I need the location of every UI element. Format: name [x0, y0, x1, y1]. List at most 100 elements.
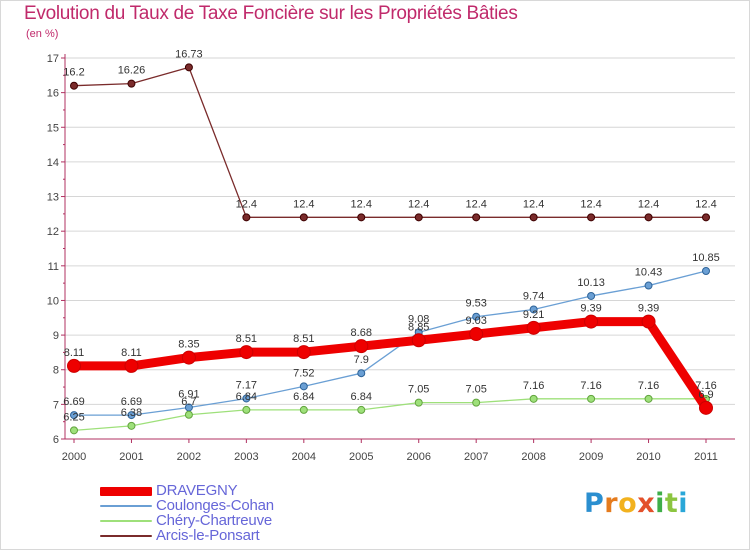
data-label-ch-ry-chartreuve: 6.84 [351, 391, 372, 403]
data-point-dravegny [354, 339, 369, 354]
data-point-dravegny [584, 314, 599, 329]
data-label-dravegny: 8.11 [121, 347, 142, 359]
data-label-ch-ry-chartreuve: 6.7 [181, 396, 196, 408]
data-label-ch-ry-chartreuve: 7.16 [638, 380, 659, 392]
data-point-ch-ry-chartreuve [70, 426, 78, 435]
data-label-arcis-le-ponsart: 12.4 [523, 198, 544, 210]
data-label-arcis-le-ponsart: 12.4 [408, 198, 429, 210]
data-point-dravegny [296, 345, 311, 360]
x-tick-label: 2005 [349, 451, 373, 463]
y-tick-label: 13 [47, 192, 59, 204]
legend-item-coulonges-cohan: Coulonges-Cohan [100, 497, 360, 514]
x-tick-label: 2006 [406, 451, 430, 463]
data-point-coulonges-cohan [357, 369, 366, 378]
data-point-coulonges-cohan [70, 411, 78, 420]
x-tick-label: 2007 [464, 451, 488, 463]
legend-item-dravegny: DRAVEGNY [100, 482, 360, 499]
data-label-coulonges-cohan: 6.69 [121, 396, 142, 408]
y-tick-label: 17 [47, 53, 59, 65]
y-tick-label: 6 [53, 434, 59, 446]
data-point-arcis-le-ponsart [644, 213, 653, 222]
data-point-ch-ry-chartreuve [587, 394, 596, 403]
data-label-coulonges-cohan: 10.85 [692, 252, 720, 264]
legend-label-arcis-le-ponsart: Arcis-le-Ponsart [156, 527, 260, 544]
data-label-ch-ry-chartreuve: 7.05 [465, 384, 486, 396]
x-tick-label: 2001 [119, 451, 143, 463]
data-label-ch-ry-chartreuve: 6.38 [121, 407, 142, 419]
data-point-dravegny [181, 350, 196, 365]
data-point-arcis-le-ponsart [70, 81, 78, 90]
data-label-dravegny: 9.03 [465, 315, 486, 327]
data-point-ch-ry-chartreuve [414, 398, 423, 407]
data-point-arcis-le-ponsart [414, 213, 423, 222]
data-point-dravegny [526, 320, 541, 335]
y-tick-label: 11 [48, 261, 59, 273]
data-label-arcis-le-ponsart: 12.4 [695, 198, 716, 210]
data-label-arcis-le-ponsart: 12.4 [638, 198, 659, 210]
x-tick-label: 2008 [521, 451, 545, 463]
data-point-arcis-le-ponsart [529, 213, 538, 222]
data-label-dravegny: 8.85 [408, 321, 429, 333]
x-tick-label: 2002 [177, 451, 201, 463]
logo-letter: i [678, 488, 689, 519]
data-label-coulonges-cohan: 10.43 [635, 267, 663, 279]
legend-swatch-arcis-le-ponsart [100, 535, 152, 537]
data-point-arcis-le-ponsart [127, 79, 136, 88]
legend-item-arcis-le-ponsart: Arcis-le-Ponsart [100, 527, 360, 544]
data-point-dravegny [699, 400, 713, 415]
data-label-dravegny: 8.51 [236, 333, 257, 345]
data-point-ch-ry-chartreuve [184, 410, 193, 419]
data-point-coulonges-cohan [127, 411, 136, 420]
data-label-coulonges-cohan: 7.9 [354, 354, 369, 366]
y-tick-label: 16 [47, 88, 59, 100]
y-tick-label: 14 [47, 157, 59, 169]
logo-letter: i [655, 488, 665, 519]
legend-label-chery-chartreuve: Chéry-Chartreuve [156, 512, 273, 529]
data-label-ch-ry-chartreuve: 7.16 [580, 380, 601, 392]
y-tick-label: 10 [47, 295, 59, 307]
proxiti-logo: Proxiti [584, 488, 688, 519]
data-point-arcis-le-ponsart [472, 213, 481, 222]
plot-area [65, 58, 735, 439]
data-label-arcis-le-ponsart: 16.2 [63, 67, 84, 79]
x-tick-label: 2011 [694, 451, 718, 463]
legend-item-chery-chartreuve: Chéry-Chartreuve [100, 512, 360, 529]
data-point-dravegny [239, 345, 254, 360]
data-label-arcis-le-ponsart: 12.4 [293, 198, 314, 210]
data-label-dravegny: 8.51 [293, 333, 314, 345]
data-label-arcis-le-ponsart: 16.73 [175, 48, 203, 60]
data-point-ch-ry-chartreuve [644, 394, 653, 403]
data-point-ch-ry-chartreuve [472, 398, 481, 407]
line-chart: 6 7 8 9 10 11 12 13 14 15 16 17 2000 2001 2002 2003 2004… [47, 48, 735, 463]
legend-swatch-dravegny [100, 487, 152, 496]
series-line-dravegny [69, 317, 711, 413]
legend-label-coulonges-cohan: Coulonges-Cohan [156, 497, 274, 514]
data-point-arcis-le-ponsart [357, 213, 366, 222]
data-label-coulonges-cohan: 10.13 [577, 277, 605, 289]
data-point-coulonges-cohan [472, 312, 481, 321]
data-label-dravegny: 9.21 [523, 309, 544, 321]
logo-letter: P [584, 488, 605, 519]
data-label-ch-ry-chartreuve: 7.05 [408, 384, 429, 396]
data-label-arcis-le-ponsart: 16.26 [118, 65, 146, 77]
data-point-ch-ry-chartreuve [242, 405, 251, 414]
data-point-ch-ry-chartreuve [357, 405, 366, 414]
data-point-arcis-le-ponsart [702, 213, 710, 222]
data-label-dravegny: 9.39 [580, 303, 601, 315]
y-tick-label: 15 [47, 122, 59, 134]
data-label-dravegny: 8.11 [64, 347, 85, 359]
data-label-ch-ry-chartreuve: 6.84 [293, 391, 314, 403]
data-point-coulonges-cohan [299, 382, 308, 391]
y-tick-label: 7 [53, 399, 59, 411]
data-label-ch-ry-chartreuve: 6.25 [63, 411, 84, 423]
legend-swatch-coulonges-cohan [100, 505, 152, 507]
data-point-ch-ry-chartreuve [529, 394, 538, 403]
x-tick-label: 2009 [579, 451, 603, 463]
legend-label-dravegny: DRAVEGNY [156, 482, 238, 499]
data-label-ch-ry-chartreuve: 6.84 [236, 391, 257, 403]
data-point-coulonges-cohan [702, 267, 710, 276]
x-tick-label: 2003 [234, 451, 258, 463]
data-label-arcis-le-ponsart: 12.4 [351, 198, 372, 210]
data-label-dravegny: 8.68 [351, 327, 372, 339]
logo-letter: r [604, 488, 619, 519]
